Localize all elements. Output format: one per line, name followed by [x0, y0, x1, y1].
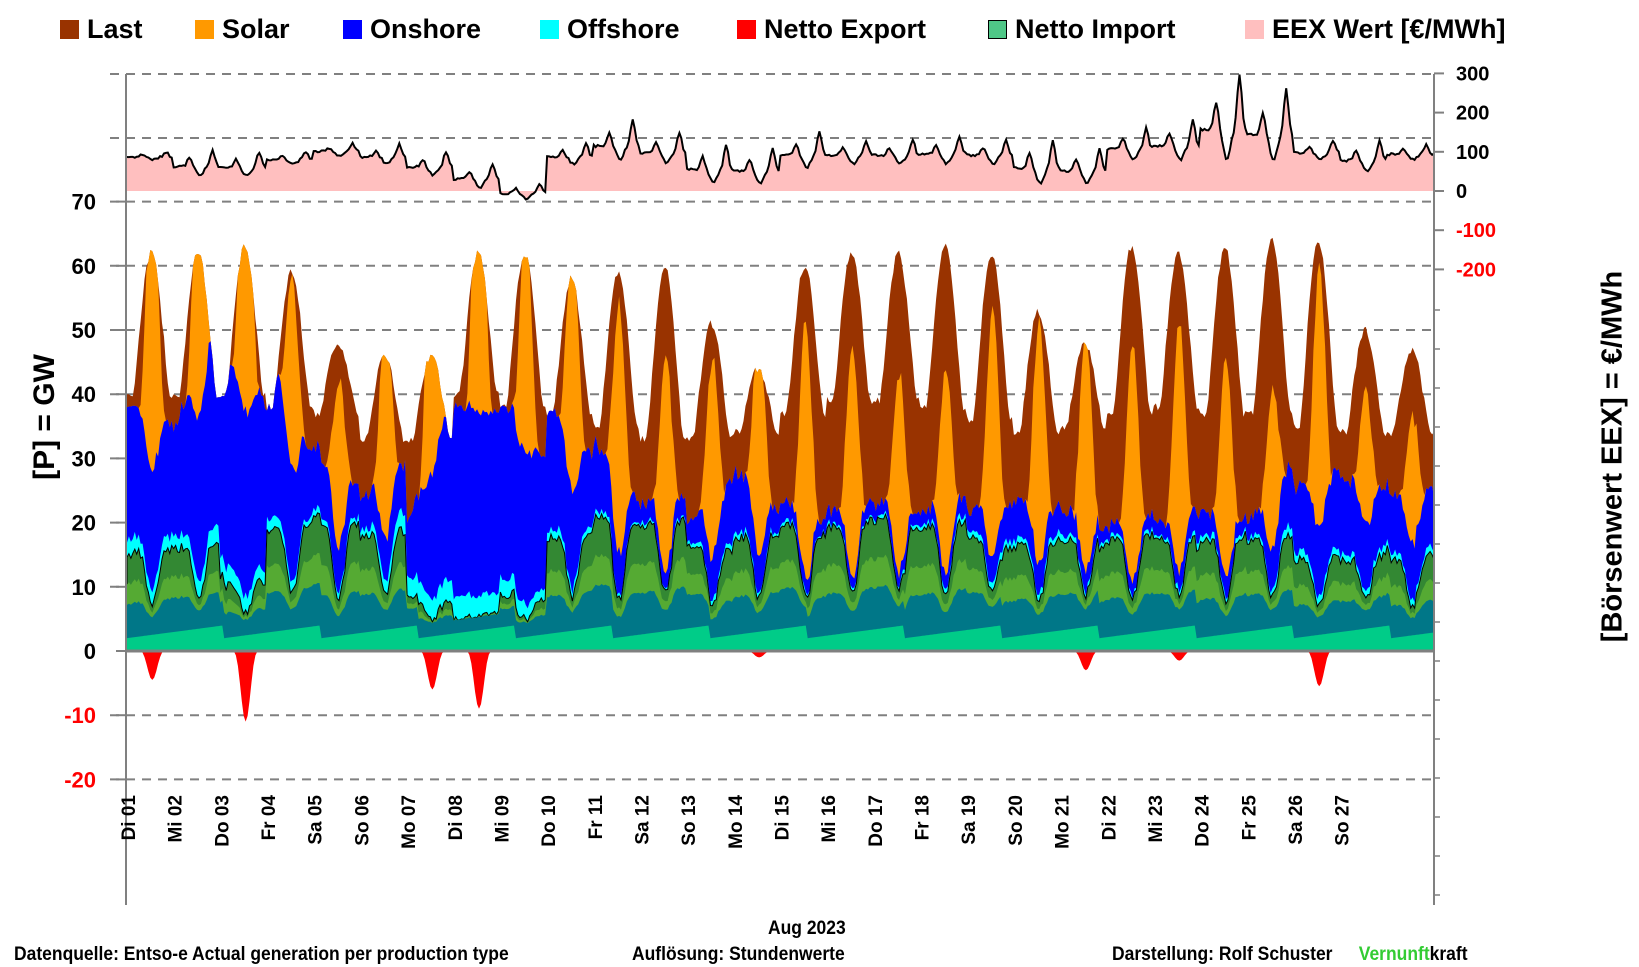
y-tick-label-left: 40 — [72, 382, 96, 407]
x-tick-label: Fr 18 — [913, 795, 934, 840]
eex-area — [127, 74, 1434, 200]
y-tick-label-right: -100 — [1456, 220, 1496, 242]
x-tick-label: So 13 — [679, 795, 700, 846]
y-tick-label-left: 70 — [72, 190, 96, 215]
y-tick-label-left: 30 — [72, 446, 96, 471]
y-tick-label-right: 0 — [1456, 181, 1467, 203]
legend-item-netto-import: Netto Import — [988, 14, 1175, 45]
x-tick-label: Fr 04 — [259, 795, 280, 841]
y-tick-label-right: 300 — [1456, 63, 1489, 85]
x-tick-label: Sa 12 — [632, 795, 653, 845]
x-tick-label: Do 24 — [1193, 795, 1214, 847]
brand-kraft: kraft — [1429, 944, 1468, 965]
legend-swatch — [60, 20, 79, 39]
legend-label: EEX Wert [€/MWh] — [1272, 14, 1506, 44]
legend-swatch — [540, 20, 559, 39]
x-tick-label: Fr 25 — [1239, 795, 1260, 841]
brand-vernunft: Vernunft — [1358, 944, 1430, 965]
x-tick-label: Do 10 — [539, 795, 560, 847]
legend: Last Solar Onshore Offshore Netto Export Nett… — [0, 8, 1639, 48]
legend-label: Last — [87, 14, 143, 44]
x-tick-label: Di 08 — [446, 795, 467, 840]
y-tick-label-left: 50 — [72, 318, 96, 343]
x-tick-label: So 27 — [1333, 795, 1354, 846]
x-tick-label: Do 17 — [866, 795, 887, 847]
y-tick-label-left: 10 — [72, 575, 96, 600]
y-tick-label-left: -10 — [64, 703, 96, 728]
y-tick-label-right: 200 — [1456, 103, 1489, 125]
legend-swatch — [343, 20, 362, 39]
eex-line — [126, 74, 1435, 201]
author-credit: Darstellung: Rolf Schuster Vernunftkraft — [1112, 944, 1468, 966]
x-tick-label: So 20 — [1006, 795, 1027, 846]
x-tick-label: So 06 — [352, 795, 373, 846]
x-tick-label: Mo 21 — [1053, 795, 1074, 849]
legend-item-last: Last — [60, 14, 143, 45]
x-tick-label: Mi 09 — [492, 795, 513, 843]
y-tick-label-left: 60 — [72, 254, 96, 279]
x-tick-label: Di 15 — [773, 795, 794, 841]
legend-item-solar: Solar — [195, 14, 290, 45]
y-axis-right-title: [Börsenwert EEX] = €/MWh — [1596, 270, 1629, 643]
x-tick-label: Sa 19 — [959, 795, 980, 845]
legend-item-eex-wert-mwh: EEX Wert [€/MWh] — [1245, 14, 1506, 45]
x-tick-label: Mo 07 — [399, 795, 420, 849]
x-tick-label: Mi 23 — [1146, 795, 1167, 843]
legend-item-offshore: Offshore — [540, 14, 680, 45]
y-tick-label-left: 20 — [72, 511, 96, 536]
legend-label: Solar — [222, 14, 290, 44]
area-hydro — [127, 625, 1434, 651]
x-tick-label: Di 01 — [119, 795, 140, 841]
legend-swatch — [1245, 20, 1264, 39]
y-tick-label-right: 100 — [1456, 142, 1489, 164]
data-source-note: Datenquelle: Entso-e Actual generation p… — [14, 944, 509, 965]
author-text: Darstellung: Rolf Schuster — [1112, 944, 1333, 965]
y-tick-label-left: 0 — [84, 639, 96, 664]
y-tick-label-right: -200 — [1456, 259, 1496, 281]
x-tick-label: Mi 02 — [166, 795, 187, 843]
y-axis-left-title: [P] = GW — [28, 354, 61, 480]
legend-label: Offshore — [567, 14, 680, 44]
legend-swatch — [195, 20, 214, 39]
legend-label: Netto Export — [764, 14, 926, 44]
y-tick-label-left: -20 — [64, 767, 96, 792]
legend-swatch — [737, 20, 756, 39]
x-tick-label: Mi 16 — [819, 795, 840, 843]
x-tick-label: Fr 11 — [586, 795, 607, 840]
area-netto-export — [127, 651, 1434, 722]
x-tick-label: Sa 26 — [1286, 795, 1307, 845]
legend-item-netto-export: Netto Export — [737, 14, 926, 45]
x-tick-label: Di 22 — [1099, 795, 1120, 840]
legend-item-onshore: Onshore — [343, 14, 481, 45]
legend-label: Onshore — [370, 14, 482, 44]
x-tick-label: Do 03 — [212, 795, 233, 847]
x-tick-label: Sa 05 — [306, 795, 327, 845]
x-tick-label: Mo 14 — [726, 795, 747, 849]
legend-swatch — [988, 20, 1007, 39]
legend-label: Netto Import — [1015, 14, 1176, 44]
x-axis-title: Aug 2023 — [768, 918, 846, 939]
resolution-note: Auflösung: Stundenwerte — [632, 944, 845, 965]
